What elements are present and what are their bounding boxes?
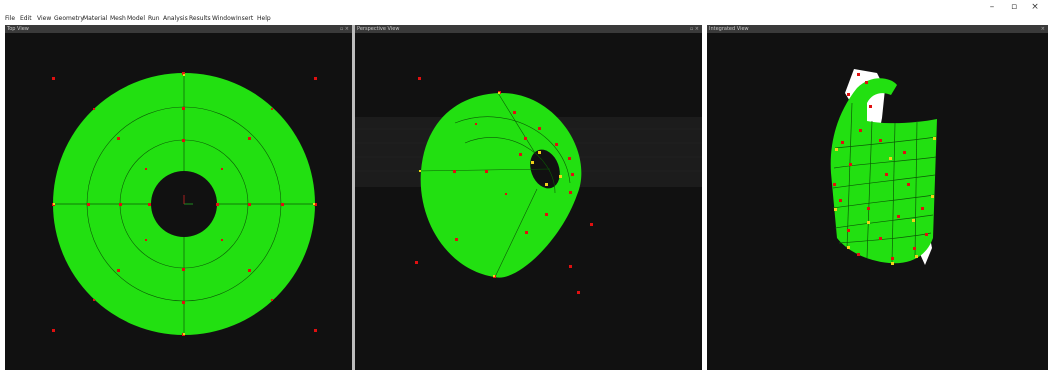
menu-help[interactable]: Help (257, 15, 271, 22)
menu-run[interactable]: Run (148, 15, 160, 22)
minimize-icon[interactable]: – (989, 2, 995, 12)
menu-view[interactable]: View (37, 15, 52, 22)
menu-file[interactable]: File (5, 15, 16, 22)
top-view-panel[interactable]: Top View ▫ × (5, 25, 352, 370)
integrated-view-title-bar: Integrated View × (707, 25, 1048, 33)
top-view-nodes (52, 72, 317, 336)
title-bar: – ▫ × (0, 0, 1048, 14)
menu-bar: File Edit View Geometry Material Mesh Mo… (0, 14, 1048, 24)
menu-insert[interactable]: Insert (236, 15, 254, 22)
integrated-yellow-nodes (834, 137, 936, 265)
top-view-title: Top View (7, 26, 29, 32)
integrated-view-panel[interactable]: Integrated View × (707, 25, 1048, 370)
integrated-shell-body (830, 78, 937, 264)
perspective-annulus (420, 92, 582, 278)
perspective-yellow-nodes (419, 92, 562, 277)
top-view-title-bar: Top View ▫ × (5, 25, 352, 33)
perspective-view-title-bar: Perspective View ▫ × (355, 25, 702, 33)
integrated-view-title: Integrated View (709, 26, 749, 32)
integrated-mesh-lines (832, 102, 937, 263)
panel-gap (702, 25, 707, 370)
menu-mesh[interactable]: Mesh (110, 15, 126, 22)
status-strip (0, 370, 1048, 373)
integrated-view-viewport[interactable] (707, 33, 1048, 370)
top-view-window-buttons[interactable]: ▫ × (339, 26, 349, 32)
menu-geometry[interactable]: Geometry (54, 15, 84, 22)
perspective-view-viewport[interactable] (355, 33, 702, 370)
menu-window[interactable]: Window (212, 15, 236, 22)
maximize-icon[interactable]: ▫ (1010, 2, 1018, 12)
perspective-view-title: Perspective View (357, 26, 400, 32)
top-view-viewport[interactable] (5, 33, 352, 370)
perspective-view-window-buttons[interactable]: ▫ × (689, 26, 699, 32)
menu-analysis[interactable]: Analysis (163, 15, 188, 22)
menu-material[interactable]: Material (83, 15, 108, 22)
integrated-nodes (833, 73, 928, 260)
integrated-view-window-buttons[interactable]: × (1040, 26, 1045, 32)
perspective-view-panel[interactable]: Perspective View ▫ × (355, 25, 702, 370)
menu-edit[interactable]: Edit (20, 15, 32, 22)
close-icon[interactable]: × (1031, 2, 1039, 12)
menu-results[interactable]: Results (189, 15, 211, 22)
menu-model[interactable]: Model (127, 15, 146, 22)
top-view-yellow-nodes (53, 74, 315, 335)
panel-splitter[interactable] (352, 25, 355, 370)
perspective-mesh-lines (416, 92, 571, 278)
